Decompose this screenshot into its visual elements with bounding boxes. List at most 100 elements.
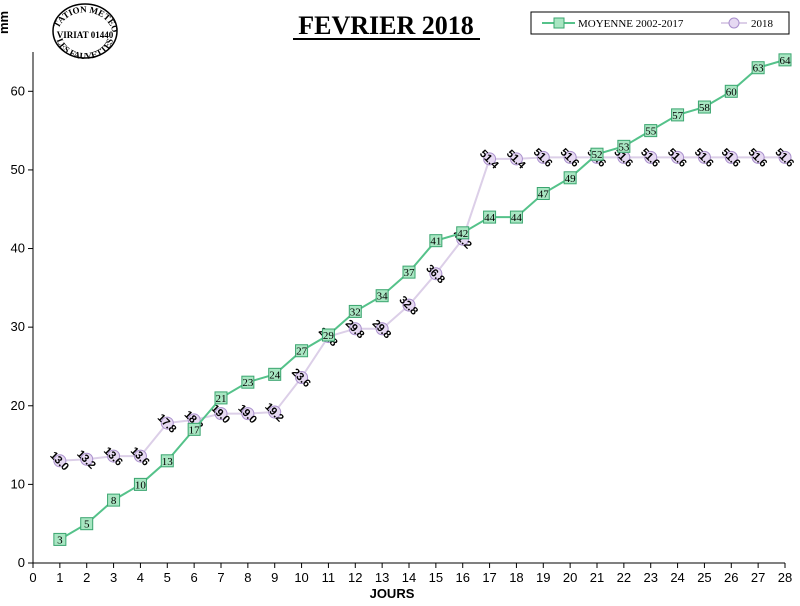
series-2018-point bbox=[697, 150, 711, 164]
series-2018-data-label: 51.4 bbox=[504, 148, 528, 172]
series-average-point bbox=[241, 375, 255, 389]
legend-label-average: MOYENNE 2002-2017 bbox=[578, 18, 684, 30]
series-average-data-label: 27 bbox=[296, 346, 308, 358]
series-2018-data-label: 29.8 bbox=[343, 318, 367, 342]
series-2018-data-label: 51.6 bbox=[531, 146, 555, 170]
series-average-point bbox=[80, 517, 94, 531]
x-tick-label: 1 bbox=[56, 570, 63, 585]
series-average-point bbox=[160, 454, 174, 468]
series-average-point bbox=[456, 226, 470, 240]
series-average-point bbox=[402, 265, 416, 279]
y-tick-label: 60 bbox=[11, 83, 25, 98]
series-2018-point bbox=[214, 407, 228, 421]
series-average-point bbox=[617, 139, 631, 153]
series-average-point bbox=[509, 210, 523, 224]
x-axis-label: JOURS bbox=[370, 586, 415, 601]
series-2018-point bbox=[724, 150, 738, 164]
series-average-data-label: 60 bbox=[726, 86, 738, 98]
series-2018-point bbox=[375, 322, 389, 336]
stamp-line-1: STATION METEO bbox=[0, 0, 121, 34]
series-2018-point bbox=[402, 298, 416, 312]
series-2018-point bbox=[671, 150, 685, 164]
series-average-data-label: 8 bbox=[111, 495, 117, 507]
series-2018-data-label: 51.6 bbox=[665, 146, 689, 170]
series-average-data-label: 52 bbox=[592, 149, 603, 161]
x-tick-label: 5 bbox=[164, 570, 171, 585]
y-ticks: 0 10 20 30 40 50 60 bbox=[11, 83, 33, 570]
chart-title: FEVRIER 2018 bbox=[298, 11, 474, 40]
y-axis-label: mm bbox=[0, 11, 11, 34]
series-2018-data-label: 19.0 bbox=[208, 403, 232, 427]
x-tick-label: 27 bbox=[751, 570, 765, 585]
series-2018-point bbox=[509, 152, 523, 166]
series-average-point bbox=[429, 234, 443, 248]
series-average-data-label: 21 bbox=[216, 393, 227, 405]
x-tick-label: 26 bbox=[724, 570, 738, 585]
x-tick-label: 28 bbox=[778, 570, 792, 585]
series-2018-point bbox=[429, 267, 443, 281]
series-2018-point bbox=[563, 150, 577, 164]
x-tick-label: 7 bbox=[217, 570, 224, 585]
x-tick-label: 15 bbox=[429, 570, 443, 585]
series-average-point bbox=[590, 147, 604, 161]
series-average-data-label: 44 bbox=[484, 212, 496, 224]
x-tick-label: 21 bbox=[590, 570, 604, 585]
series-2018-data-label: 51.6 bbox=[638, 146, 662, 170]
series-average-data-label: 49 bbox=[565, 173, 577, 185]
series-2018-data-label: 19.0 bbox=[235, 403, 259, 427]
series-2018-point bbox=[160, 416, 174, 430]
series-average-data-label: 53 bbox=[618, 141, 630, 153]
y-tick-label: 50 bbox=[11, 162, 25, 177]
series-average-line bbox=[59, 58, 786, 541]
x-tick-label: 17 bbox=[482, 570, 496, 585]
series-2018-point bbox=[348, 322, 362, 336]
series-average-data-label: 41 bbox=[430, 236, 441, 248]
x-tick-label: 11 bbox=[322, 570, 336, 585]
series-2018-data-label: 19.2 bbox=[262, 401, 286, 425]
series-average-data-label: 34 bbox=[377, 291, 389, 303]
series-average-data-label: 58 bbox=[699, 102, 711, 114]
series-average-data-label: 10 bbox=[135, 479, 147, 491]
series-average-point bbox=[133, 477, 147, 491]
legend-marker-2018 bbox=[728, 17, 740, 29]
series-2018-data-label: 51.6 bbox=[719, 146, 743, 170]
y-tick-label: 40 bbox=[11, 241, 25, 256]
series-2018-data-label: 13.2 bbox=[74, 448, 98, 472]
series-2018-point bbox=[751, 150, 765, 164]
series-2018-point bbox=[644, 150, 658, 164]
series-average-point bbox=[483, 210, 497, 224]
x-tick-label: 18 bbox=[509, 570, 523, 585]
y-tick-label: 20 bbox=[11, 398, 25, 413]
series-average-data-label: 47 bbox=[538, 189, 550, 201]
series-2018-point bbox=[295, 370, 309, 384]
series-2018-data-label: 17.8 bbox=[155, 412, 179, 436]
series-average-data-label: 3 bbox=[57, 534, 63, 546]
legend-marker-average bbox=[553, 17, 565, 29]
series-average-data-label: 24 bbox=[269, 369, 281, 381]
series-2018-point bbox=[53, 454, 67, 468]
series-average-data-label: 63 bbox=[753, 63, 765, 75]
series-average-point bbox=[107, 493, 121, 507]
x-tick-label: 22 bbox=[617, 570, 631, 585]
x-tick-label: 2 bbox=[83, 570, 90, 585]
series-average-point bbox=[778, 53, 792, 67]
series-2018-line bbox=[59, 156, 785, 462]
series-average-data-label: 44 bbox=[511, 212, 523, 224]
x-tick-label: 4 bbox=[137, 570, 144, 585]
series-2018-data-label: 51.4 bbox=[477, 148, 501, 172]
x-tick-label: 19 bbox=[536, 570, 550, 585]
series-average-point bbox=[268, 367, 282, 381]
y-tick-label: 10 bbox=[11, 476, 25, 491]
x-tick-label: 12 bbox=[348, 570, 362, 585]
series-average-data-label: 13 bbox=[162, 456, 174, 468]
x-tick-label: 24 bbox=[670, 570, 684, 585]
series-average-data-label: 42 bbox=[457, 228, 468, 240]
x-tick-label: 0 bbox=[29, 570, 36, 585]
series-average-data-label: 23 bbox=[242, 377, 254, 389]
series-average-point bbox=[214, 391, 228, 405]
x-tick-label: 23 bbox=[643, 570, 657, 585]
legend-box bbox=[530, 11, 790, 35]
series-2018-point bbox=[268, 405, 282, 419]
series-average-point bbox=[697, 100, 711, 114]
legend: MOYENNE 2002-2017 2018 bbox=[530, 11, 790, 35]
